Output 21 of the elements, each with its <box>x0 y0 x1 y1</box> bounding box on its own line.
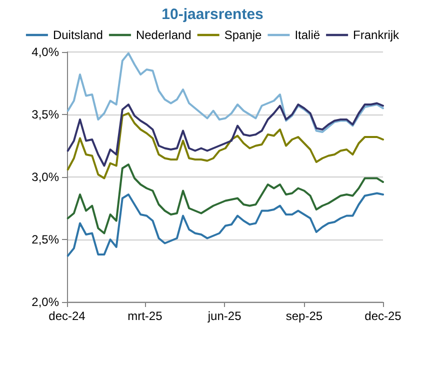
y-tick-label: 3,0% <box>32 170 60 184</box>
x-tick-label: mrt-25 <box>128 309 163 323</box>
y-tick-label: 3,5% <box>32 108 60 122</box>
legend-label: Italië <box>294 28 320 42</box>
chart-title: 10-jaarsrentes <box>162 6 264 23</box>
legend-label: Duitsland <box>52 28 103 42</box>
line-series <box>66 52 384 133</box>
legend-label: Frankrijk <box>353 28 400 42</box>
legend-label: Spanje <box>224 28 262 42</box>
line-series <box>66 102 384 167</box>
x-tick-label: dec-25 <box>364 309 402 323</box>
line-series <box>66 192 384 257</box>
y-tick-label: 2,5% <box>32 232 60 246</box>
x-tick-label: jun-25 <box>206 309 242 323</box>
y-tick-label: 4,0% <box>32 45 60 59</box>
line-series <box>66 112 384 180</box>
x-tick-label: sep-25 <box>286 309 323 323</box>
line-series <box>66 164 384 234</box>
x-tick-label: dec-24 <box>48 309 86 323</box>
legend-label: Nederland <box>136 28 192 42</box>
y-tick-label: 2,0% <box>32 295 60 309</box>
